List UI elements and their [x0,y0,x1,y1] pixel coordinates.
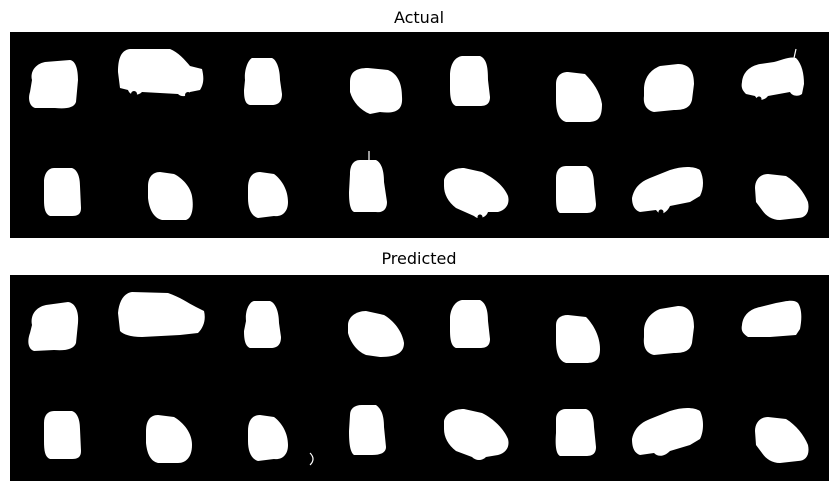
car-mask-predicted-8 [741,300,802,337]
car-mask-predicted-15 [632,408,703,456]
wheel-actual-b [185,92,191,98]
car-mask-predicted-10 [146,415,192,463]
wheel-actual-e [477,214,483,220]
car-mask-predicted-6 [556,315,600,363]
car-mask-predicted-12 [349,405,386,455]
wheel-actual-a [131,91,137,97]
car-mask-actual-1 [29,60,78,109]
car-mask-actual-11 [248,172,288,218]
car-mask-actual-6 [556,72,602,122]
car-mask-predicted-16 [755,417,809,463]
predicted-mask-panel [10,275,829,481]
wheel-actual-c [756,96,762,102]
car-mask-predicted-7 [643,306,694,355]
car-mask-actual-12 [349,160,387,213]
actual-panel-title: Actual [393,8,445,27]
car-mask-actual-9 [44,168,81,216]
car-mask-predicted-13 [444,409,509,460]
car-mask-predicted-14 [555,409,596,456]
car-mask-predicted-5 [450,300,490,348]
car-mask-actual-10 [148,172,193,220]
car-mask-actual-15 [632,167,703,214]
actual-mask-grid [29,48,809,220]
actual-mask-panel [10,32,829,238]
car-mask-predicted-11 [248,415,288,461]
wheel-actual-d [658,209,664,215]
car-mask-predicted-2 [118,292,205,337]
prediction-noise-artifact [309,452,314,466]
car-mask-predicted-9 [44,411,81,459]
car-mask-actual-8 [741,57,804,100]
car-mask-actual-5 [450,56,490,106]
antenna-actual-a [793,48,797,59]
car-mask-actual-7 [643,64,694,112]
predicted-panel-title: Predicted [381,249,457,268]
car-mask-predicted-3 [244,301,281,348]
car-mask-actual-14 [556,166,596,213]
car-mask-predicted-1 [28,302,79,351]
predicted-mask-grid [28,292,809,466]
car-mask-actual-16 [755,174,809,220]
car-mask-actual-13 [444,168,509,219]
car-mask-actual-2 [118,49,204,97]
car-mask-predicted-4 [348,311,404,357]
car-mask-actual-4 [350,68,403,114]
car-mask-actual-3 [244,58,282,105]
